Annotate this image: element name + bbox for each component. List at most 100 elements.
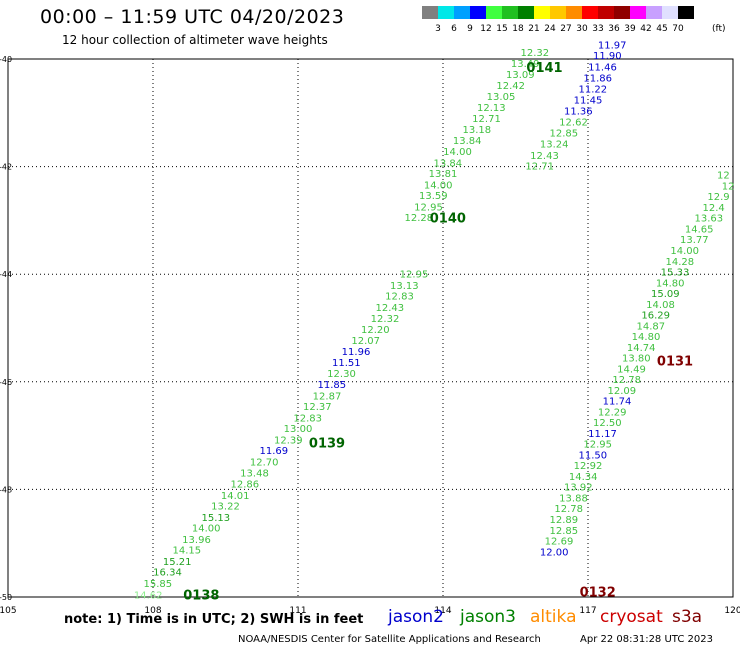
wave-height-point: 11.51 (332, 358, 361, 369)
wave-height-point: 13.77 (680, 235, 709, 246)
wave-height-point: 14.80 (656, 278, 685, 289)
color-swatch (678, 6, 694, 19)
color-scale-label: 15 (496, 24, 508, 34)
wave-height-point: 11.69 (260, 446, 289, 457)
wave-height-point: 12.71 (525, 162, 554, 173)
color-swatch (454, 6, 470, 19)
wave-height-point: 13.59 (419, 191, 448, 202)
color-scale-label: 3 (435, 24, 441, 34)
wave-height-point: 13.00 (284, 424, 313, 435)
wave-height-point: 12.78 (612, 375, 641, 386)
wave-height-point: 13.22 (211, 502, 240, 513)
color-scale-label: 6 (451, 24, 457, 34)
wave-height-point: 11.22 (579, 85, 608, 96)
color-scale-label: 36 (608, 24, 620, 34)
color-swatch (630, 6, 646, 19)
wave-height-point: 14.74 (627, 343, 656, 354)
x-tick-label: 108 (144, 606, 161, 616)
color-swatch (646, 6, 662, 19)
wave-height-point: 12.69 (545, 537, 574, 548)
wave-height-point: 14.00 (192, 524, 221, 535)
mission-label-jason3: jason3 (460, 607, 516, 627)
wave-height-point: 13.24 (540, 139, 569, 150)
y-tick-label: -44 (0, 270, 12, 279)
wave-height-point: 13.09 (506, 70, 535, 81)
wave-height-point: 12.9 (707, 192, 729, 203)
wave-height-point: 13.48 (240, 469, 269, 480)
color-scale-label: 42 (640, 24, 652, 34)
mission-label-altika: altika (530, 607, 577, 627)
color-swatch (566, 6, 582, 19)
wave-height-point: 15.33 (661, 268, 690, 279)
wave-height-point: 13.96 (182, 535, 211, 546)
color-swatch (486, 6, 502, 19)
color-swatch (518, 6, 534, 19)
wave-height-point: 12.42 (496, 81, 525, 92)
wave-height-point: 13.05 (487, 92, 516, 103)
mission-label-cryosat: cryosat (600, 607, 663, 627)
wave-height-point: 12.32 (521, 48, 550, 59)
color-swatch (550, 6, 566, 19)
wave-height-point: 14.65 (685, 224, 714, 235)
wave-height-point: 12.32 (371, 314, 400, 325)
color-swatch (422, 6, 438, 19)
pass-number-label: 0139 (309, 437, 345, 452)
wave-height-point: 12.09 (608, 386, 637, 397)
wave-height-point: 13.63 (695, 214, 724, 225)
color-swatch (598, 6, 614, 19)
wave-height-point: 12.85 (550, 526, 579, 537)
wave-height-point: 11.96 (342, 347, 371, 358)
wave-height-point: 16.29 (641, 311, 670, 322)
mission-label-jason2: jason2 (388, 607, 444, 627)
wave-height-point: 11.17 (588, 429, 617, 440)
color-scale-label: 39 (624, 24, 636, 34)
wave-height-point: 12.28 (405, 213, 434, 224)
x-tick-label: 120 (724, 606, 740, 616)
wave-height-point: 14.01 (221, 491, 250, 502)
pass-number-label: 0141 (526, 61, 562, 76)
wave-height-point: 12.83 (293, 413, 322, 424)
wave-height-point: 12.87 (313, 391, 342, 402)
color-scale-label: 70 (672, 24, 684, 34)
wave-height-point: 13.80 (622, 354, 651, 365)
color-scale-label: 9 (467, 24, 473, 34)
color-swatch (470, 6, 486, 19)
wave-height-point: 12.83 (385, 292, 414, 303)
color-swatch (502, 6, 518, 19)
wave-height-point: 12.43 (530, 151, 559, 162)
chart-title: 00:00 – 11:59 UTC 04/20/2023 (40, 6, 345, 28)
wave-height-point: 11.46 (588, 63, 617, 74)
wave-height-point: 15.85 (144, 579, 173, 590)
wave-height-point: 15.09 (651, 289, 680, 300)
color-swatch (438, 6, 454, 19)
x-tick-label: 114 (434, 606, 451, 616)
wave-height-point: 11.50 (579, 450, 608, 461)
wave-height-point: 12.89 (550, 515, 579, 526)
color-scale-label: 21 (528, 24, 540, 34)
wave-height-point: 12.50 (593, 418, 622, 429)
wave-height-point: 14.08 (646, 300, 675, 311)
chart-subtitle: 12 hour collection of altimeter wave hei… (62, 33, 328, 47)
y-tick-label: -48 (0, 485, 12, 494)
wave-height-point: 13.18 (463, 125, 492, 136)
color-scale-label: 18 (512, 24, 524, 34)
wave-height-point: 13.49 (511, 59, 540, 70)
wave-height-point: 12.39 (274, 435, 303, 446)
wave-height-point: 14.49 (617, 364, 646, 375)
x-tick-label: 111 (289, 606, 306, 616)
wave-height-point: 12.07 (351, 336, 380, 347)
wave-height-point: 11.74 (603, 397, 632, 408)
color-scale-label: 24 (544, 24, 556, 34)
color-scale-label: 45 (656, 24, 668, 34)
wave-height-point: 13.84 (434, 158, 463, 169)
wave-height-point: 12.20 (361, 325, 390, 336)
wave-height-point: 12.29 (598, 407, 627, 418)
wave-height-point: 12.13 (477, 103, 506, 114)
wave-height-point: 12.71 (472, 114, 501, 125)
color-scale-label: 12 (480, 24, 492, 34)
x-tick-label: 117 (579, 606, 596, 616)
wave-height-point: 12.95 (400, 270, 429, 281)
wave-height-point: 12.62 (559, 117, 588, 128)
y-tick-label: -50 (0, 593, 12, 602)
wave-height-point: 13.92 (564, 483, 593, 494)
